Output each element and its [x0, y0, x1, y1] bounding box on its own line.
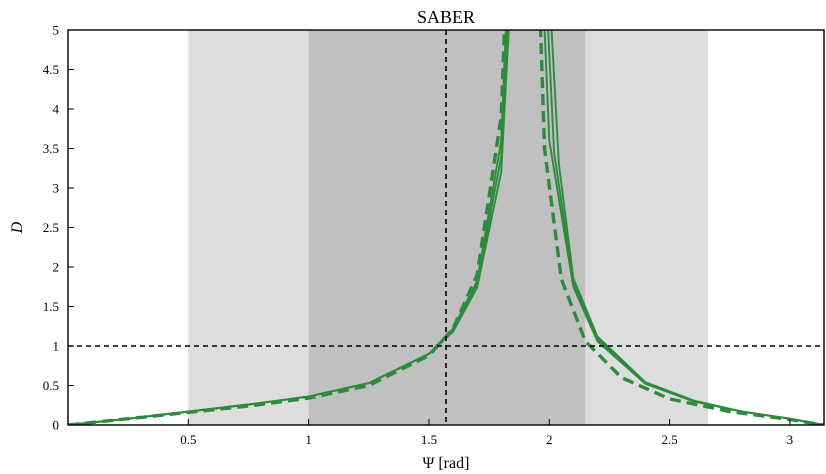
x-axis-label: Ψ [rad] — [423, 455, 470, 472]
shaded-band-0 — [188, 30, 309, 425]
y-tick-label: 1.5 — [43, 299, 59, 314]
shaded-band-1 — [308, 30, 586, 425]
y-tick-label: 2 — [53, 260, 60, 275]
shaded-band-2 — [585, 30, 709, 425]
y-tick-label: 0 — [53, 418, 60, 433]
x-tick-label: 2 — [546, 432, 553, 447]
x-tick-label: 2.5 — [661, 432, 677, 447]
y-tick-label: 5 — [53, 23, 60, 38]
x-tick-label: 3 — [787, 432, 794, 447]
y-tick-label: 1 — [53, 339, 60, 354]
y-tick-label: 4 — [53, 102, 60, 117]
y-tick-label: 4.5 — [43, 62, 59, 77]
x-tick-label: 1.5 — [421, 432, 437, 447]
y-axis-label: D — [9, 221, 26, 234]
chart-title: SABER — [417, 7, 475, 27]
shaded-bands — [188, 30, 709, 425]
y-tick-label: 2.5 — [43, 220, 59, 235]
y-tick-label: 3 — [53, 181, 60, 196]
reference-lines — [68, 30, 824, 425]
axis-ticks: 0.5 1 1.5 2 2.5 3 0 0.5 1 1.5 2 2.5 3 3.5 4 4.5 5 — [43, 23, 793, 448]
series-3-line-left — [68, 30, 507, 425]
series-2-line-left — [68, 30, 510, 425]
y-tick-label: 0.5 — [43, 378, 59, 393]
y-tick-label: 3.5 — [43, 141, 59, 156]
series-group — [68, 30, 824, 425]
x-tick-label: 1 — [305, 432, 312, 447]
x-tick-label: 0.5 — [180, 432, 196, 447]
